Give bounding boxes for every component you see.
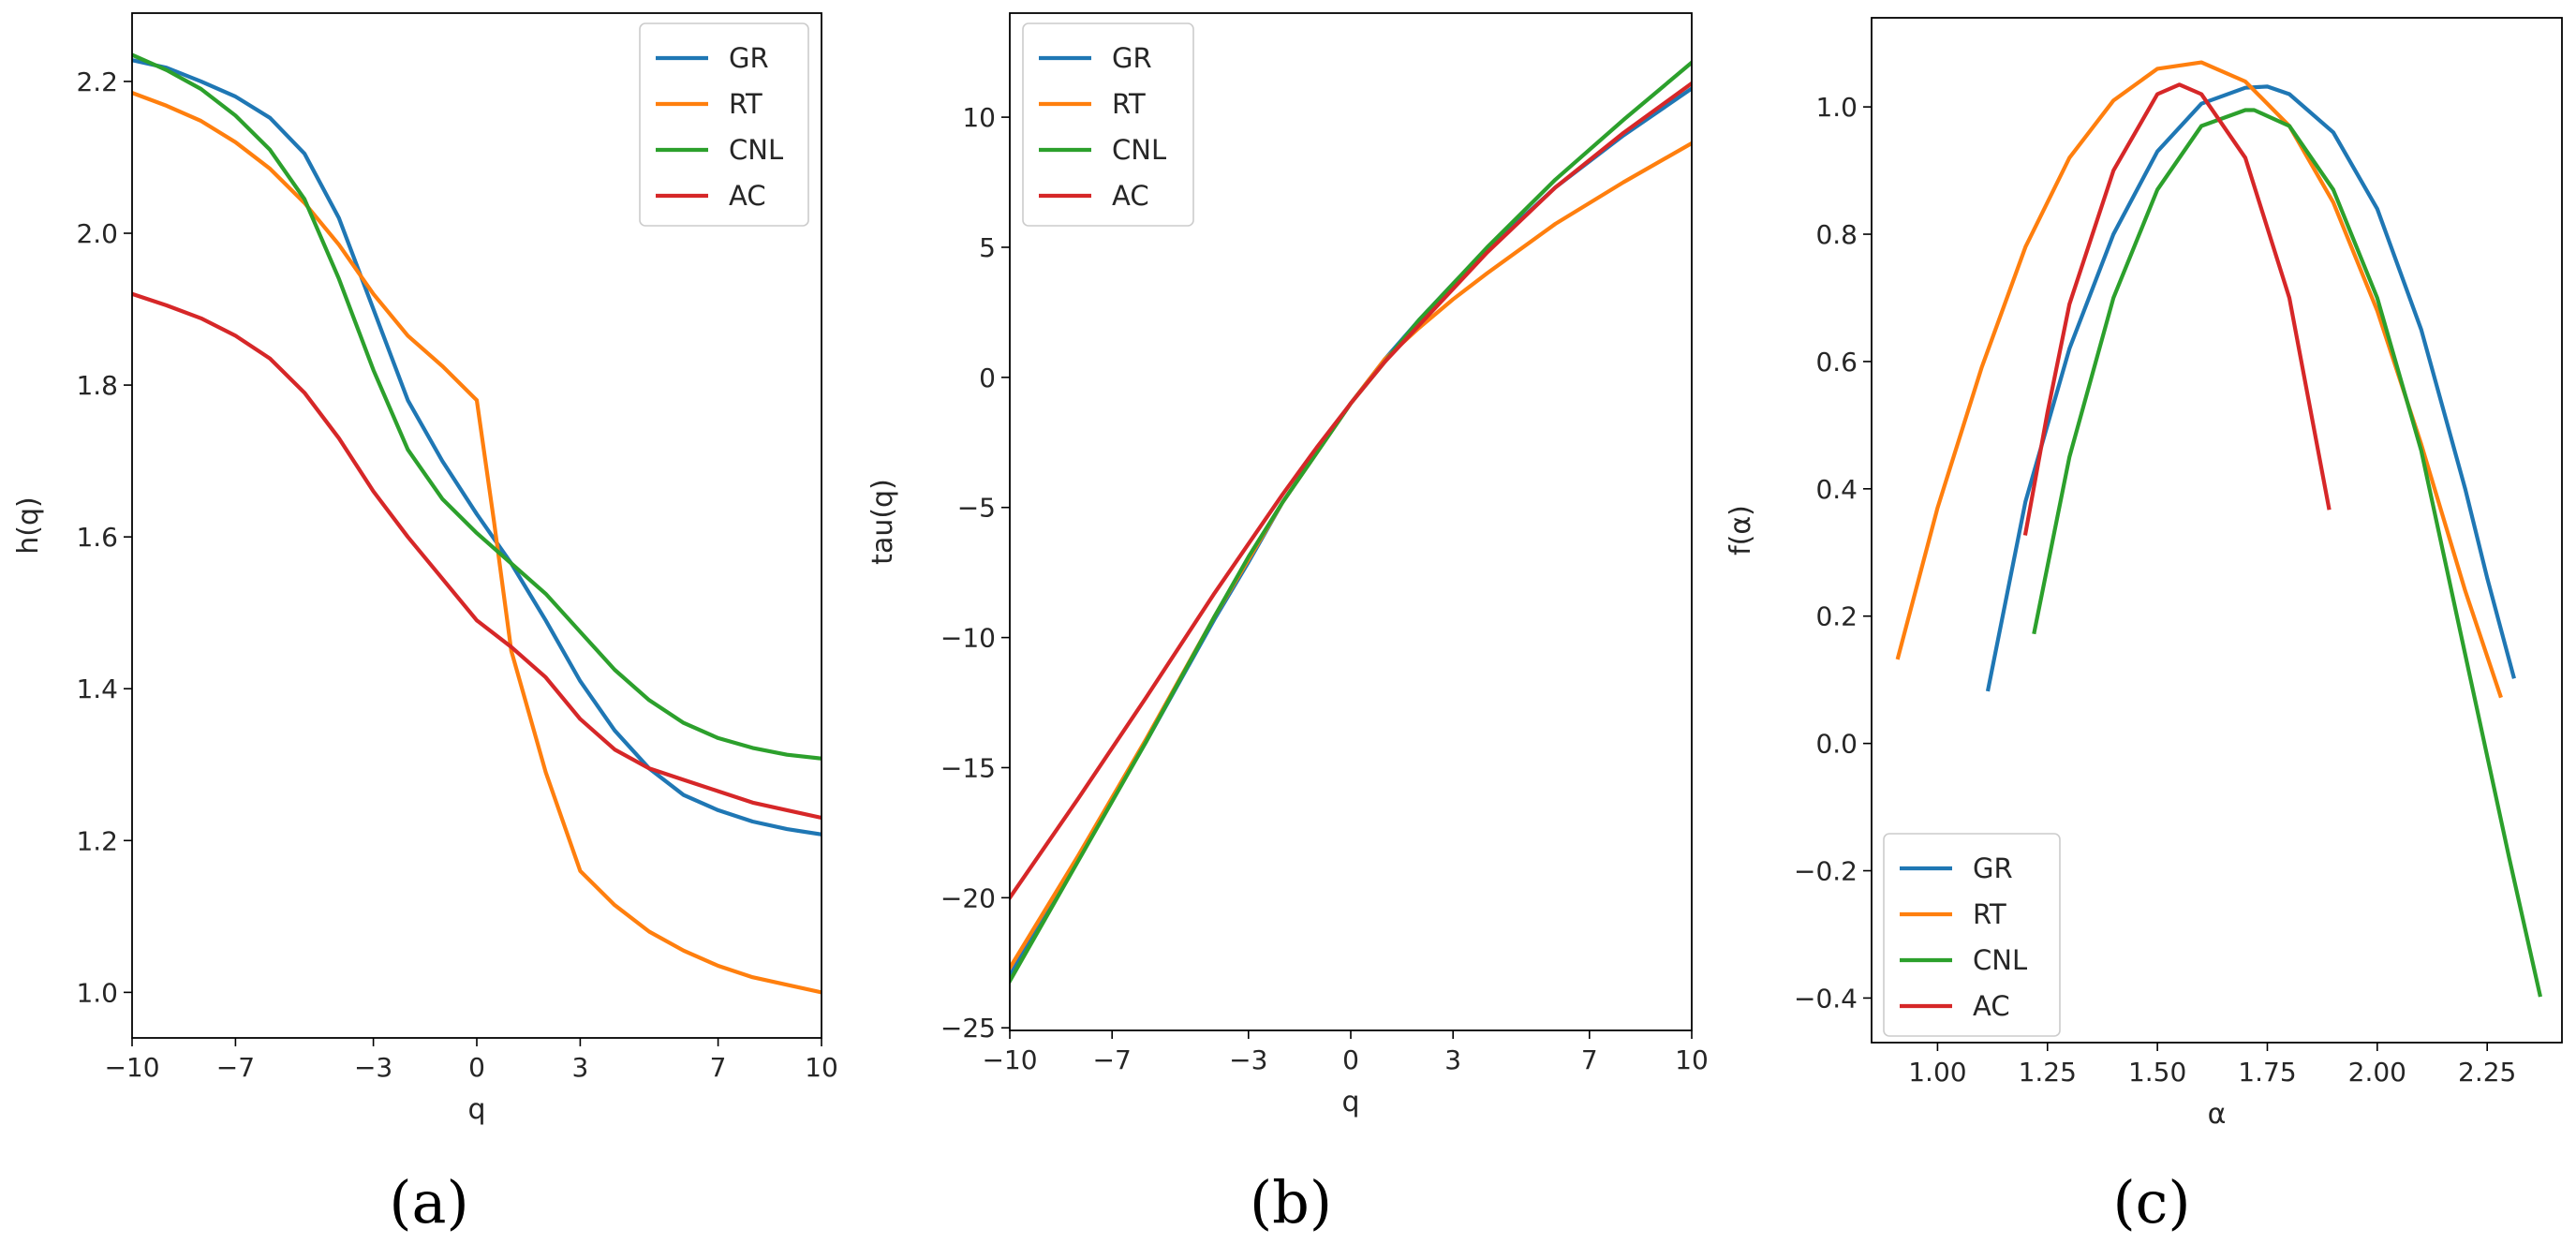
series-line-rt [1895, 60, 2503, 699]
legend-label-cnl: CNL [1973, 944, 2027, 976]
legend-label-rt: RT [1112, 88, 1146, 120]
legend-label-ac: AC [1973, 990, 2010, 1022]
x-tick-label: −10 [982, 1044, 1037, 1075]
x-axis-label: q [467, 1093, 485, 1126]
x-tick-label: −7 [216, 1052, 255, 1083]
y-tick-label: 0.0 [1815, 729, 1858, 760]
x-tick-label: 1.50 [2128, 1057, 2186, 1088]
y-axis-label: tau(q) [866, 479, 899, 565]
y-tick-label: −25 [940, 1013, 996, 1044]
y-tick-label: 0.4 [1815, 474, 1858, 505]
x-tick-label: 7 [710, 1052, 727, 1083]
series-line-ac [2022, 82, 2332, 536]
y-axis-label: h(q) [12, 496, 45, 554]
series-lines [132, 52, 822, 995]
series-line-cnl [2032, 108, 2543, 998]
y-tick-label: 10 [962, 102, 996, 133]
x-tick-label: −10 [104, 1052, 159, 1083]
legend-label-rt: RT [729, 88, 762, 120]
series-line-rt [132, 90, 822, 995]
x-tick-label: −3 [354, 1052, 392, 1083]
y-tick-label: −5 [957, 493, 996, 524]
y-tick-label: 0.6 [1815, 347, 1858, 378]
x-tick-label: 2.25 [2458, 1057, 2516, 1088]
panel-label: (c) [2112, 1168, 2190, 1237]
x-tick-label: 0 [468, 1052, 485, 1083]
y-tick-label: 2.0 [76, 218, 118, 249]
x-tick-label: 3 [571, 1052, 588, 1083]
legend-box [1883, 833, 2061, 1037]
x-axis-label: q [1341, 1086, 1359, 1118]
y-tick-label: −0.2 [1794, 856, 1858, 887]
y-tick-label: 0 [979, 363, 996, 393]
x-tick-label: −7 [1093, 1044, 1132, 1075]
y-tick-label: 1.0 [1815, 92, 1858, 123]
legend-label-ac: AC [1112, 180, 1149, 212]
legend-label-gr: GR [1112, 42, 1152, 74]
legend-label-cnl: CNL [729, 134, 783, 166]
x-tick-label: 7 [1581, 1044, 1598, 1075]
chart-panel-3: 1.00 1.25 1.50 1.75 2.00 2.25 −0.4 −0.2 0.0 0.2 0.… [1725, 17, 2563, 1237]
legend-box [1022, 22, 1194, 227]
x-tick-label: 0 [1342, 1044, 1359, 1075]
panel-label: (a) [389, 1168, 468, 1237]
x-tick-label: 10 [805, 1052, 838, 1083]
series-line-gr [132, 58, 822, 837]
series-line-cnl [132, 52, 822, 761]
series-line-gr [1985, 84, 2516, 692]
x-tick-label: 2.00 [2348, 1057, 2406, 1088]
legend-label-cnl: CNL [1112, 134, 1166, 166]
y-tick-label: 1.6 [76, 522, 118, 553]
y-tick-label: 0.8 [1815, 219, 1858, 250]
chart-panel-1: −10 −7 −3 0 3 7 10 1.0 1.2 1.4 1.6 1.8 2.0 2.2 q h(q) GR… [12, 12, 838, 1237]
y-tick-label: 0.2 [1815, 601, 1858, 632]
x-tick-label: 1.25 [2019, 1057, 2077, 1088]
y-tick-label: 1.4 [76, 674, 118, 704]
series-line-rt [1010, 141, 1692, 971]
x-tick-label: 1.00 [1908, 1057, 1966, 1088]
y-tick-label: −20 [940, 882, 996, 913]
legend: GR RT CNL AC [1883, 833, 2061, 1037]
panel-label: (b) [1250, 1168, 1332, 1237]
series-line-ac [1010, 81, 1692, 901]
x-axis-label: α [2208, 1098, 2227, 1131]
y-tick-label: 2.2 [76, 67, 118, 97]
y-tick-label: −10 [940, 623, 996, 654]
y-tick-label: 1.2 [76, 825, 118, 856]
chart-panel-2: −10 −7 −3 0 3 7 10 −25 −20 −15 −10 −5 0 5 10 q tau(q) GR R… [866, 12, 1709, 1237]
legend: GR RT CNL AC [639, 22, 809, 227]
series-line-ac [132, 291, 822, 821]
y-tick-label: 1.0 [76, 977, 118, 1008]
x-tick-label: −3 [1229, 1044, 1267, 1075]
axes-frame [1871, 17, 2563, 1044]
legend-label-gr: GR [1973, 852, 2013, 884]
x-tick-label: 3 [1444, 1044, 1461, 1075]
legend-box [639, 22, 809, 227]
x-tick-label: 1.75 [2238, 1057, 2296, 1088]
series-lines [1010, 60, 1692, 985]
y-tick-label: 5 [979, 232, 996, 263]
y-tick-label: −0.4 [1794, 983, 1858, 1014]
series-lines [1895, 60, 2543, 998]
y-tick-label: −15 [940, 752, 996, 783]
x-tick-label: 10 [1675, 1044, 1709, 1075]
legend-label-rt: RT [1973, 898, 2006, 930]
y-axis-label: f(α) [1725, 505, 1757, 555]
y-tick-label: 1.8 [76, 370, 118, 401]
legend-label-gr: GR [729, 42, 769, 74]
legend-label-ac: AC [729, 180, 766, 212]
legend: GR RT CNL AC [1022, 22, 1194, 227]
